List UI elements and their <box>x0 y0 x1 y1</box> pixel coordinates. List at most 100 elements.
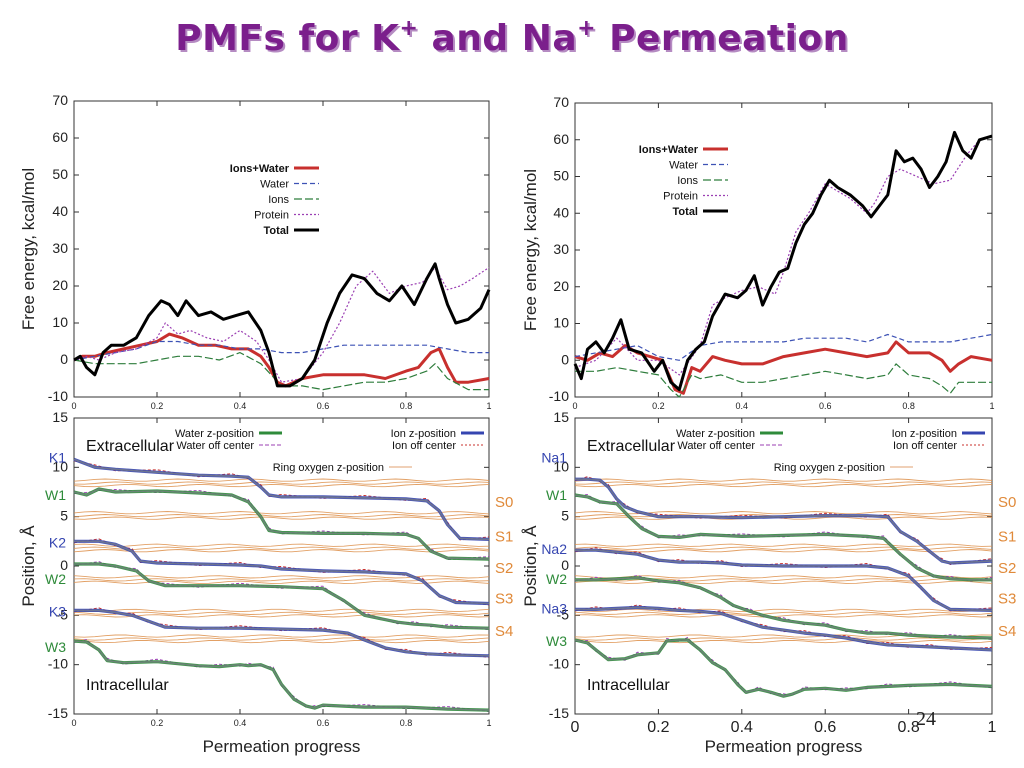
ring-oxygen-line <box>73 637 490 641</box>
legend-label: Total <box>673 206 698 218</box>
legend-label: Water z-position <box>676 428 755 440</box>
title-suffix: Permeation <box>596 18 849 59</box>
k-position-chart: -15 -10 -5 0 5 10 15 0 0.2 0.4 0.6 0.8 1 Position, Å P… <box>19 409 513 756</box>
x-tick-label: 0.8 <box>400 401 413 411</box>
na-position-chart: -15 -10 -5 0 5 10 15 0 0.2 0.4 0.6 0.8 1 Position, Å P… <box>521 409 1016 756</box>
x-tick-label: 0.4 <box>234 401 247 411</box>
trajectory-overlay-line <box>575 549 993 612</box>
trajectory-z-line <box>575 605 993 652</box>
y-tick-label: 50 <box>52 166 68 182</box>
legend-label: Ion z-position <box>892 428 957 440</box>
y-axis-label: Free energy, kcal/mol <box>521 169 540 331</box>
trajectory-overlay-line <box>575 576 993 639</box>
ring-oxygen-line <box>73 478 490 482</box>
site-label-left: Na1 <box>541 449 567 465</box>
trajectory-overlay-line <box>574 639 993 698</box>
y-tick-label: 10 <box>52 458 68 474</box>
series-total-line <box>573 130 993 392</box>
ring-oxygen-line <box>73 611 490 615</box>
site-label-right: S2 <box>495 560 513 577</box>
site-label-right: S4 <box>495 623 513 640</box>
annotation-intracellular: Intracellular <box>587 677 670 694</box>
series-protein-line <box>574 135 993 376</box>
ring-oxygen-line <box>574 481 993 485</box>
series-water-line <box>73 340 489 361</box>
ring-oxygen-line <box>73 546 490 550</box>
y-tick-label: -10 <box>549 388 569 404</box>
x-axis-label: Permeation progress <box>705 737 863 756</box>
slide-title: PMFs for K+ and Na+ Permeation <box>0 16 1024 59</box>
ring-oxygen-line <box>73 639 490 644</box>
trajectory-off-center-line <box>574 493 993 582</box>
y-tick-label: 0 <box>561 557 569 573</box>
y-tick-label: 0 <box>60 557 68 573</box>
site-label-left: K1 <box>49 449 66 465</box>
y-tick-label: -5 <box>56 606 69 622</box>
ring-oxygen-line <box>73 608 490 613</box>
ring-oxygen-line <box>73 614 490 618</box>
trajectory-off-center-line <box>73 638 490 712</box>
title-prefix: PMFs for K <box>175 18 400 59</box>
legend-label: Water <box>669 160 698 172</box>
ring-oxygen-line <box>73 549 490 553</box>
site-label-left: W2 <box>45 571 66 587</box>
annotation-extracellular: Extracellular <box>86 438 175 455</box>
y-tick-label: 10 <box>553 315 569 331</box>
y-tick-label: 5 <box>561 508 569 524</box>
ring-oxygen-line <box>574 546 993 550</box>
x-tick-label: 0.8 <box>902 401 915 411</box>
y-tick-label: -10 <box>48 388 68 404</box>
x-tick-label: 0 <box>571 719 580 736</box>
y-tick-label: 40 <box>553 204 569 220</box>
ring-oxygen-line <box>73 634 490 638</box>
y-tick-label: 0 <box>60 351 68 367</box>
trajectory-overlay-line <box>575 478 993 564</box>
y-tick-label: -5 <box>557 606 570 622</box>
ring-oxygen-line <box>73 481 490 485</box>
y-tick-label: 60 <box>553 131 569 147</box>
ring-oxygen-line <box>574 580 993 584</box>
ring-oxygen-line <box>73 578 490 582</box>
legend-label: Water off center <box>677 440 755 452</box>
slide-number: 24 <box>916 708 936 730</box>
site-label-left: W1 <box>546 487 567 503</box>
trajectory-off-center-line <box>574 604 993 650</box>
site-label-right: S0 <box>998 494 1016 511</box>
x-tick-label: 0.2 <box>151 401 164 411</box>
series-total-line <box>73 262 491 388</box>
trajectory-overlay-line <box>74 609 490 657</box>
annotation-extracellular: Extracellular <box>587 438 676 455</box>
x-tick-label: 0.4 <box>736 401 749 411</box>
y-tick-label: 30 <box>553 241 569 257</box>
y-tick-label: 10 <box>52 314 68 330</box>
y-tick-label: 5 <box>60 508 68 524</box>
y-tick-label: -10 <box>48 656 68 672</box>
title-superscript-k: + <box>399 16 419 41</box>
ring-oxygen-line <box>574 637 993 641</box>
site-label-left: Na3 <box>541 600 567 616</box>
y-axis-label: Position, Å <box>521 525 540 607</box>
annotation-intracellular: Intracellular <box>86 677 169 694</box>
y-tick-label: 15 <box>52 409 68 425</box>
legend-label: Ring oxygen z-position <box>273 462 384 474</box>
trajectory-overlay-line <box>73 640 490 711</box>
site-label-right: S1 <box>495 528 513 545</box>
x-tick-label: 0.4 <box>234 718 247 728</box>
y-tick-label: 15 <box>553 409 569 425</box>
y-tick-label: 10 <box>553 458 569 474</box>
legend-label: Total <box>264 225 289 237</box>
legend-label: Protein <box>663 191 698 203</box>
x-tick-label: 0.6 <box>814 719 836 736</box>
x-tick-label: 0 <box>71 718 76 728</box>
ring-oxygen-line <box>73 580 490 584</box>
y-tick-label: 20 <box>553 278 569 294</box>
series-protein-line <box>73 266 490 383</box>
trajectory-overlay-line <box>73 488 490 560</box>
site-label-left: W1 <box>45 487 66 503</box>
x-tick-label: 0.2 <box>151 718 164 728</box>
trajectory-z-line <box>575 548 993 612</box>
x-tick-label: 0.2 <box>652 401 665 411</box>
x-tick-label: 0.8 <box>897 719 919 736</box>
